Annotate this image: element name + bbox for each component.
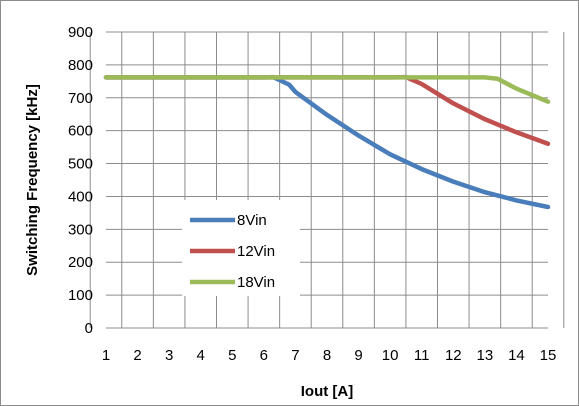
x-axis-title: Iout [A] [301, 383, 353, 400]
x-tick-label: 11 [414, 347, 430, 364]
x-tick-label: 10 [382, 347, 399, 364]
y-tick-label: 100 [68, 287, 93, 304]
x-tick-label: 14 [508, 347, 525, 364]
x-tick-label: 3 [165, 347, 173, 364]
x-tick-label: 12 [445, 347, 462, 364]
y-tick-label: 800 [68, 57, 93, 74]
x-tick-label: 6 [260, 347, 268, 364]
x-tick-label: 4 [197, 347, 205, 364]
legend-label: 8Vin [237, 212, 267, 229]
x-tick-label: 13 [477, 347, 494, 364]
y-tick-label: 200 [68, 254, 93, 271]
x-axis-ticks: 1 2 3 4 5 6 7 8 9 10 11 12 13 14 15 [102, 347, 557, 364]
x-tick-label: 5 [228, 347, 236, 364]
x-tick-label: 15 [540, 347, 557, 364]
x-tick-label: 1 [102, 347, 110, 364]
y-tick-label: 400 [68, 188, 93, 205]
y-axis-title: Switching Frequency [kHz] [24, 84, 41, 276]
x-tick-label: 7 [291, 347, 299, 364]
y-tick-label: 300 [68, 221, 93, 238]
y-tick-label: 0 [85, 320, 93, 337]
x-tick-label: 8 [323, 347, 331, 364]
y-tick-label: 600 [68, 123, 93, 140]
y-tick-label: 700 [68, 90, 93, 107]
y-tick-label: 500 [68, 156, 93, 173]
y-tick-label: 900 [68, 24, 93, 41]
y-axis-ticks: 0 100 200 300 400 500 600 700 800 900 [68, 24, 93, 337]
legend-label: 18Vin [237, 274, 275, 291]
x-tick-label: 2 [133, 347, 141, 364]
x-tick-label: 9 [354, 347, 362, 364]
legend-label: 12Vin [237, 243, 275, 260]
